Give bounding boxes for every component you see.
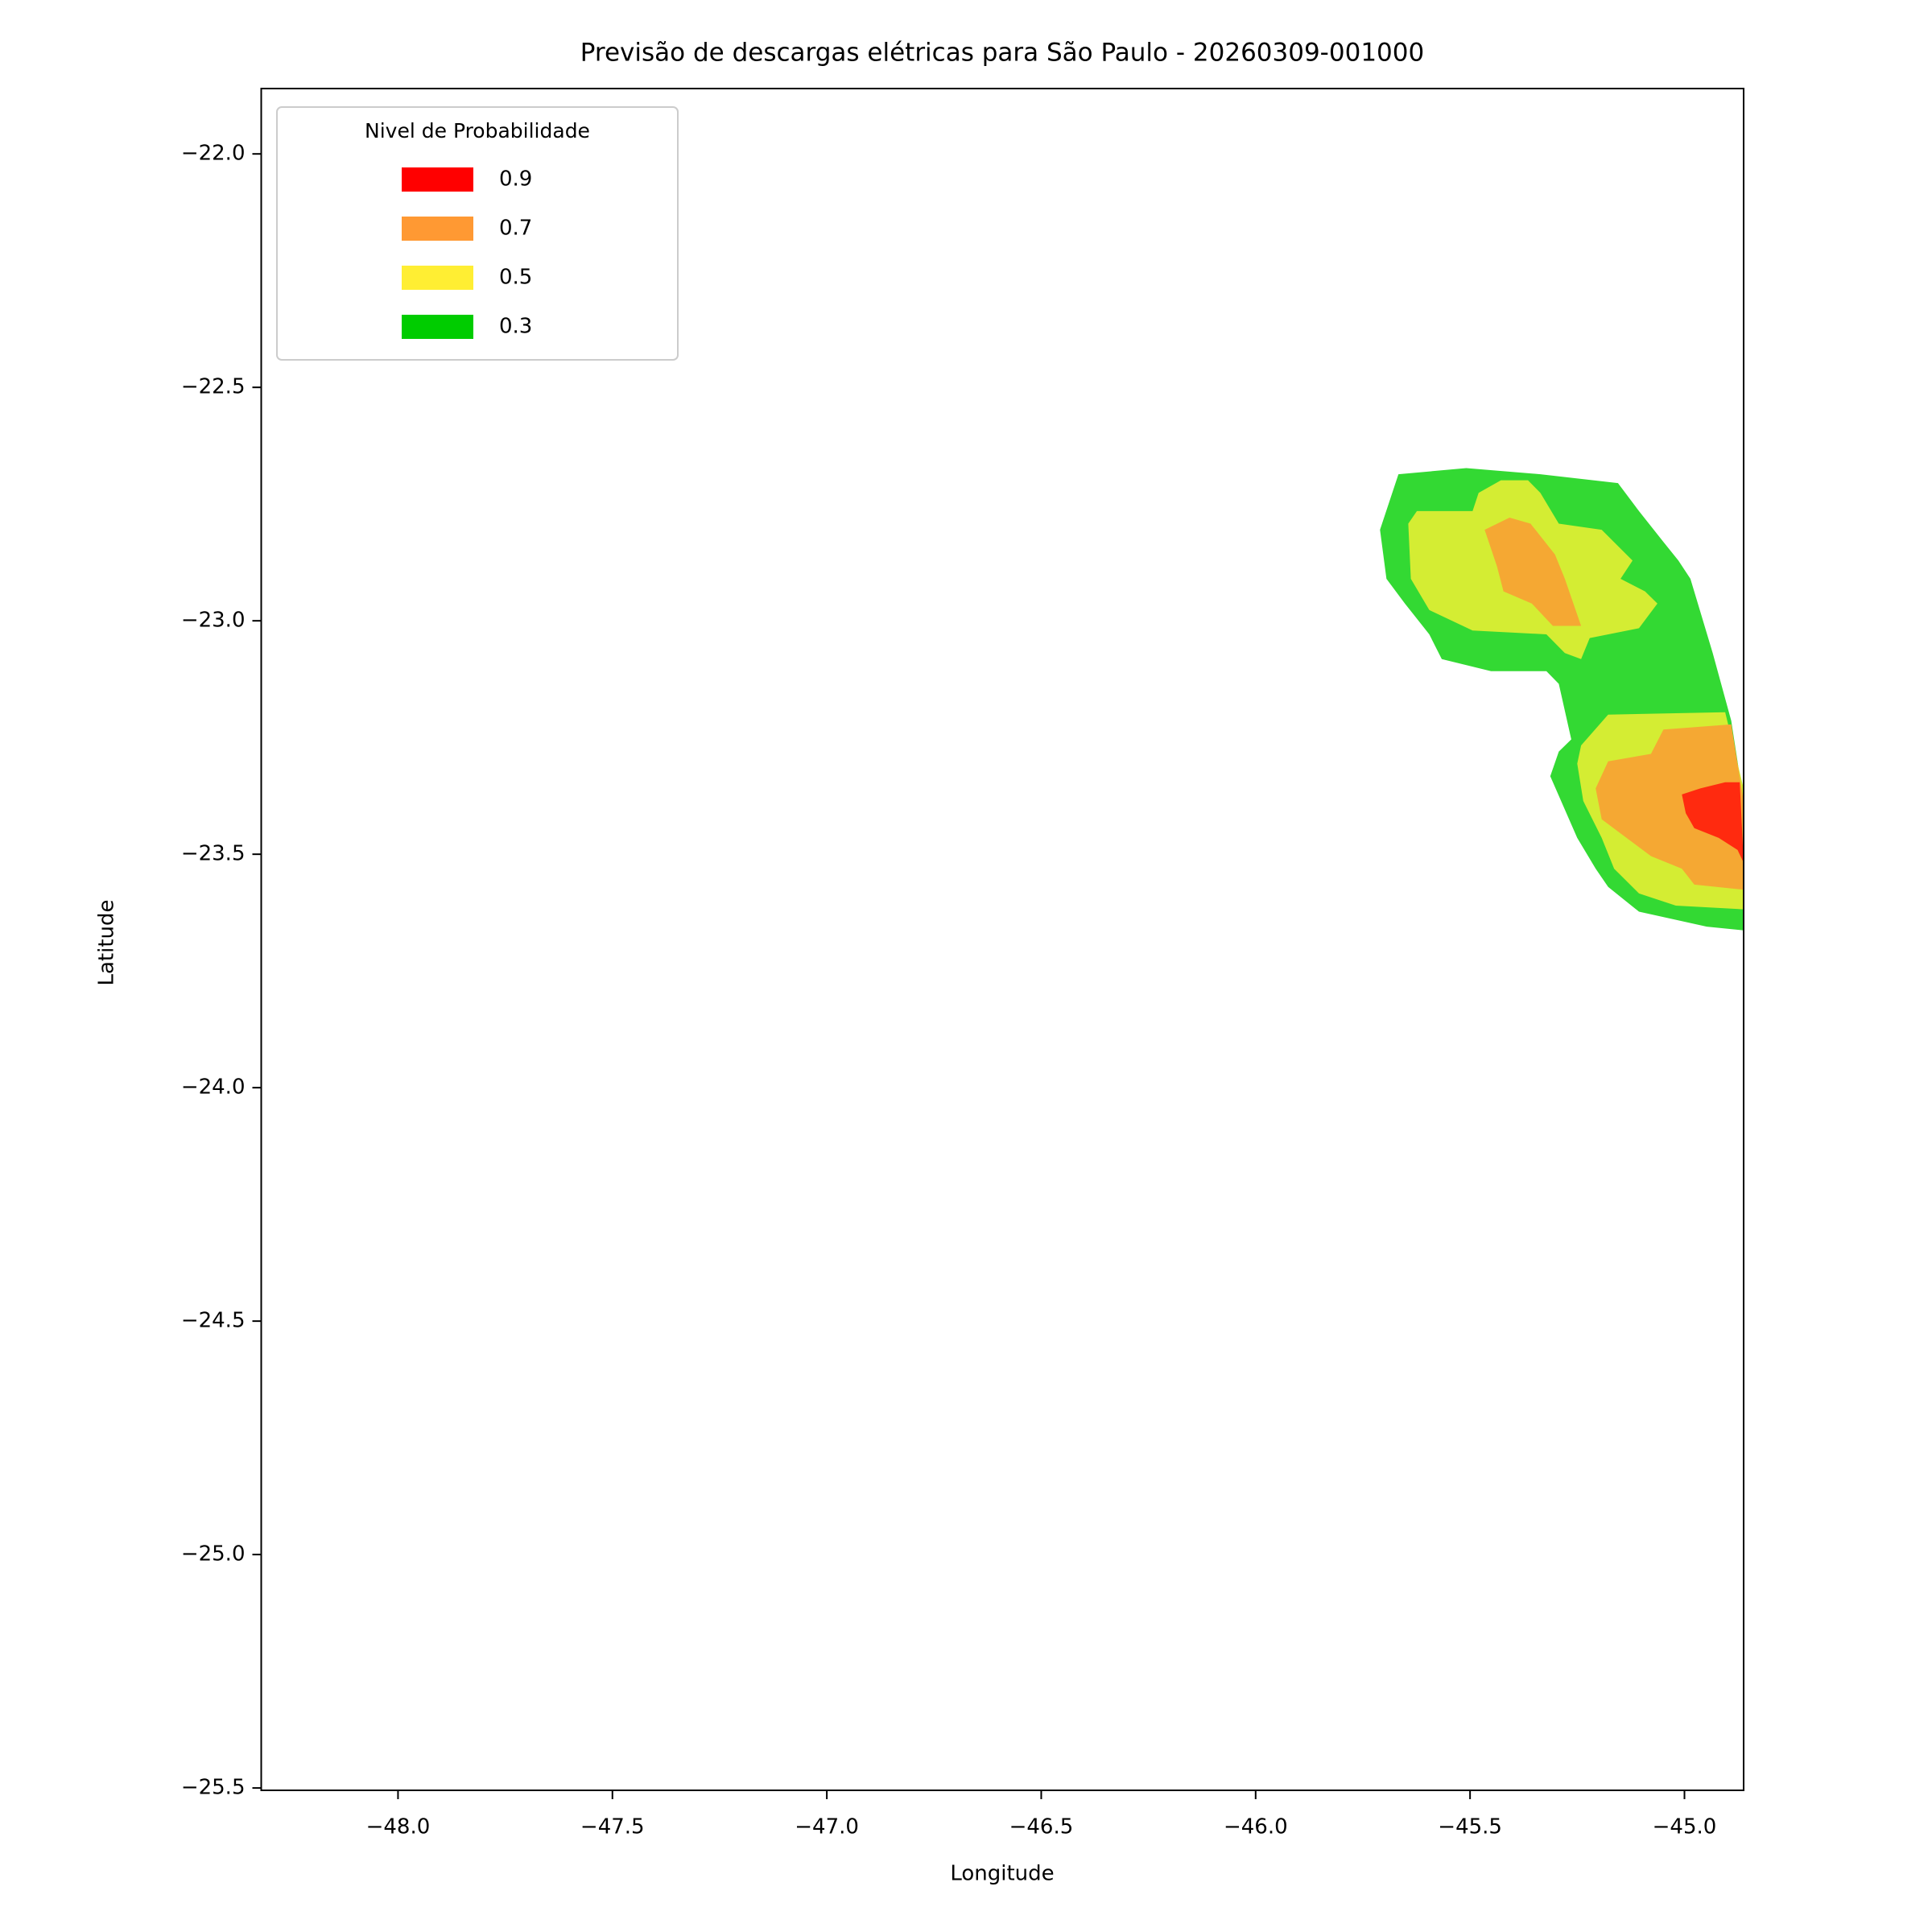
contour-region [1484,518,1582,626]
chart-title: Previsão de descargas elétricas para São… [580,39,1424,68]
x-axis-label: Longitude [950,1862,1054,1886]
x-tick-label: −45.0 [1653,1815,1717,1839]
y-tick-label: −25.0 [181,1542,246,1567]
legend-title: Nivel de Probabilidade [365,119,590,142]
x-tick-label: −46.0 [1224,1815,1288,1839]
y-tick-label: −23.0 [181,609,246,633]
y-tick-label: −24.0 [181,1075,246,1100]
y-tick-label: −22.0 [181,142,246,166]
x-tick-label: −45.5 [1438,1815,1502,1839]
legend-box [276,106,679,361]
legend-label: 0.5 [499,266,532,290]
legend-label: 0.7 [499,217,532,241]
plot-area [1380,468,1744,931]
x-tick-label: −47.0 [795,1815,859,1839]
x-tick-label: −48.0 [366,1815,431,1839]
legend-swatch [402,167,473,192]
axes-frame [260,88,1744,1791]
x-tick-label: −46.5 [1009,1815,1074,1839]
legend-label: 0.9 [499,167,532,192]
legend-swatch [402,315,473,339]
y-axis-label: Latitude [95,899,119,985]
legend-swatch [402,217,473,241]
contour-region [1682,782,1744,863]
contour-region [1596,724,1744,890]
y-tick-label: −23.5 [181,842,246,866]
y-tick-label: −22.5 [181,375,246,399]
legend-label: 0.3 [499,315,532,339]
y-tick-label: −25.5 [181,1776,246,1800]
y-tick-label: −24.5 [181,1309,246,1333]
legend-swatch [402,266,473,290]
legend: Nivel de Probabilidade 0.9 0.7 0.5 0.3 [276,106,679,361]
x-tick-label: −47.5 [580,1815,645,1839]
